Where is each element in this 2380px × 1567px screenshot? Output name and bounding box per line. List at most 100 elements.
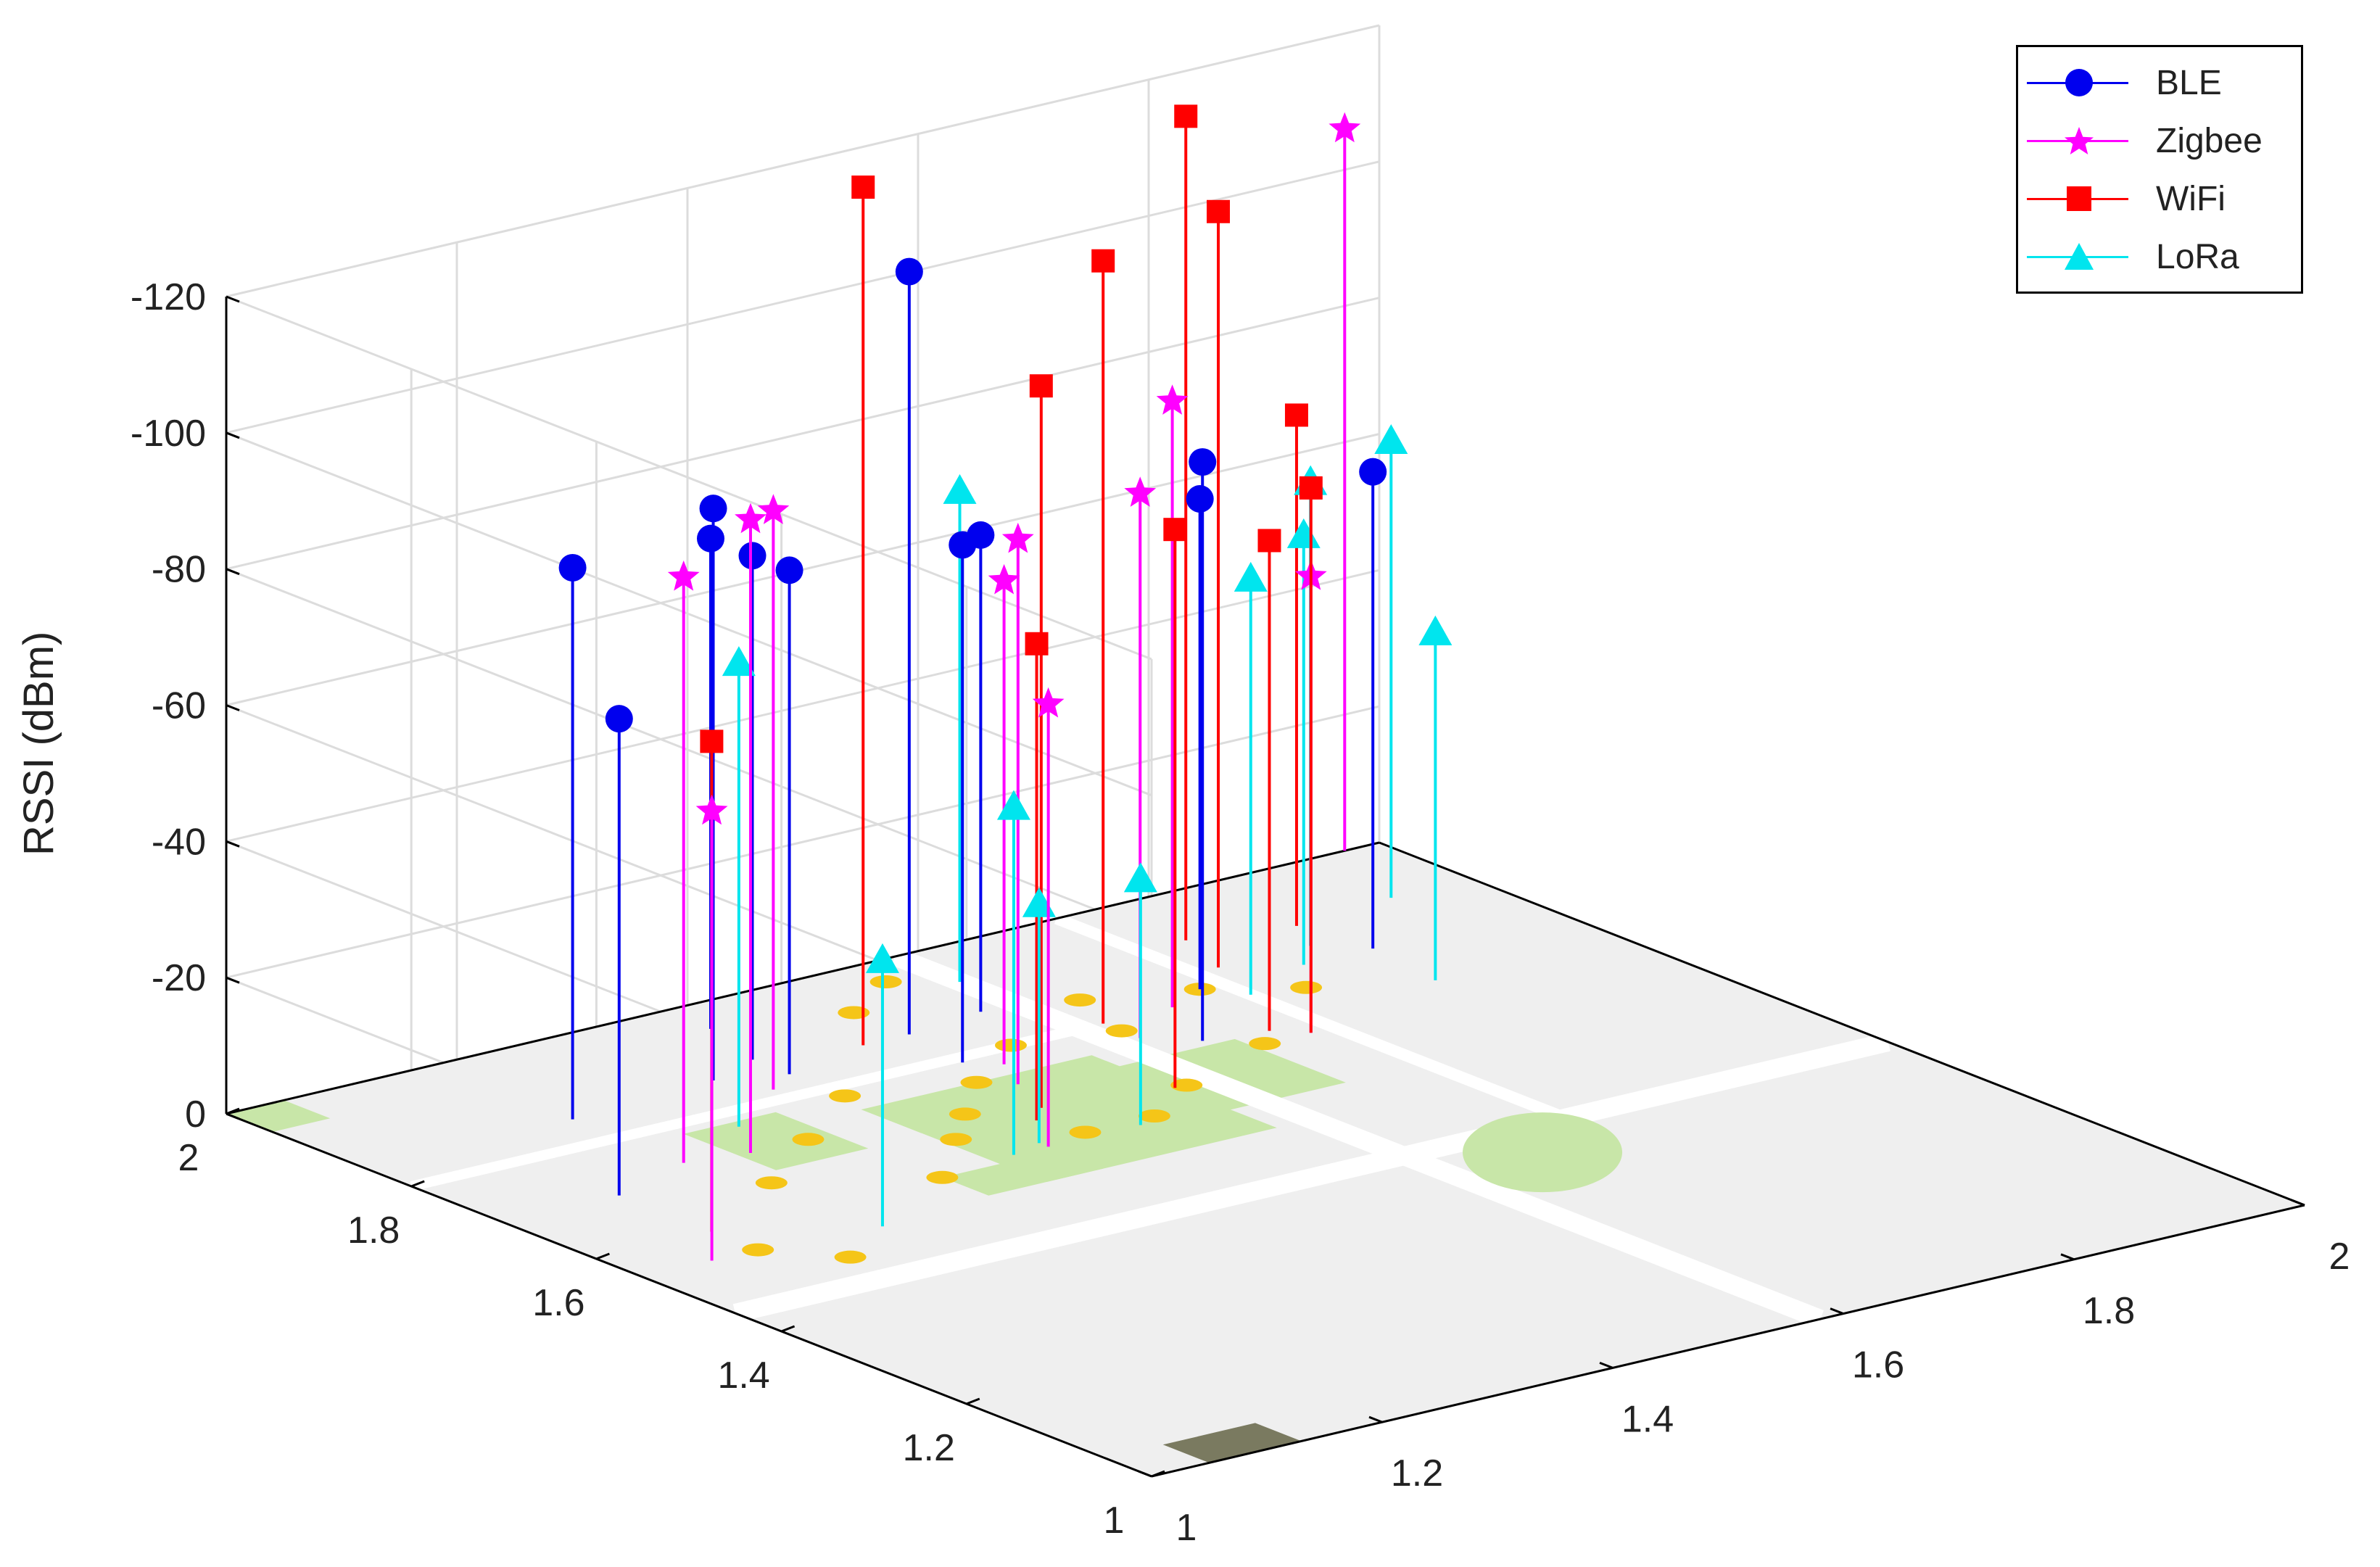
grid-line bbox=[226, 568, 1380, 843]
star-marker bbox=[1329, 112, 1361, 143]
green-area bbox=[942, 1150, 1104, 1196]
stem-wifi bbox=[851, 175, 875, 1046]
stem-wifi bbox=[1207, 199, 1230, 968]
z-tick-label: -80 bbox=[152, 549, 206, 591]
sensor-icon bbox=[995, 1038, 1027, 1052]
grid-line bbox=[226, 568, 1152, 933]
x-tick bbox=[1830, 1307, 1844, 1315]
z-tick-label: -120 bbox=[131, 276, 206, 318]
star-marker bbox=[1124, 476, 1157, 507]
sensor-icon bbox=[869, 975, 902, 989]
sensor-icon bbox=[926, 1170, 959, 1184]
circle-marker bbox=[1359, 458, 1387, 486]
circle-marker bbox=[967, 521, 995, 549]
square-marker bbox=[1029, 374, 1053, 398]
stem-zigbee bbox=[1329, 112, 1361, 851]
sensor-icon bbox=[742, 1243, 774, 1257]
stem-zigbee bbox=[695, 794, 728, 1261]
stem-ble bbox=[775, 556, 803, 1075]
square-marker bbox=[1174, 104, 1198, 128]
stem-lora bbox=[1234, 561, 1268, 995]
x-tick-label: 1.2 bbox=[1391, 1452, 1443, 1494]
y-tick-label: 1.2 bbox=[903, 1427, 955, 1469]
star-marker bbox=[1032, 687, 1065, 718]
road bbox=[732, 1033, 1891, 1323]
legend-item-lora: LoRa bbox=[2018, 228, 2305, 286]
sensor-icon bbox=[1170, 1078, 1203, 1092]
square-marker-icon bbox=[2067, 186, 2091, 211]
star-marker bbox=[667, 561, 700, 591]
z-tick bbox=[226, 1112, 240, 1120]
grid-line bbox=[226, 295, 1152, 661]
z-tick-label: -60 bbox=[152, 685, 206, 727]
square-marker bbox=[1207, 199, 1230, 223]
x-tick bbox=[1138, 1470, 1152, 1478]
stem-ble bbox=[1359, 458, 1387, 949]
y-tick bbox=[781, 1325, 796, 1333]
z-axis-label: RSSI (dBm) bbox=[15, 631, 62, 856]
legend-item-zigbee: Zigbee bbox=[2018, 112, 2305, 170]
circle-marker bbox=[1189, 448, 1217, 476]
legend-label-zigbee: Zigbee bbox=[2156, 122, 2263, 160]
data-stems bbox=[558, 104, 1453, 1261]
legend-label-lora: LoRa bbox=[2156, 238, 2239, 276]
y-tick-label: 1.4 bbox=[717, 1355, 769, 1397]
z-tick-label: 0 bbox=[185, 1093, 206, 1136]
sensor-icon bbox=[829, 1089, 861, 1103]
square-marker bbox=[1091, 249, 1115, 273]
star-marker bbox=[1156, 384, 1189, 415]
stem-wifi bbox=[1091, 249, 1115, 1024]
floor-right-edge bbox=[1379, 841, 2305, 1207]
triangle-marker bbox=[943, 474, 977, 504]
x-tick-label: 1 bbox=[1176, 1507, 1197, 1549]
grid-line bbox=[226, 160, 1380, 434]
circle-marker-icon bbox=[2065, 69, 2093, 96]
triangle-marker bbox=[1418, 615, 1453, 645]
star-marker bbox=[988, 563, 1020, 595]
triangle-marker bbox=[1234, 561, 1268, 592]
star-marker-icon bbox=[2065, 127, 2094, 154]
z-tick bbox=[226, 704, 240, 711]
sensor-icon bbox=[1069, 1125, 1102, 1139]
y-tick-label: 1 bbox=[1104, 1500, 1125, 1542]
x-tick bbox=[2291, 1199, 2305, 1207]
stem-ble bbox=[895, 257, 923, 1035]
stem-wifi bbox=[1029, 374, 1053, 1108]
square-marker bbox=[851, 175, 875, 199]
circle-marker bbox=[697, 524, 724, 553]
stem-ble bbox=[605, 705, 633, 1196]
z-tick-label: -100 bbox=[131, 413, 206, 455]
roundabout bbox=[1463, 1112, 1622, 1193]
triangle-marker bbox=[1286, 518, 1321, 548]
stem-lora bbox=[1123, 862, 1157, 1125]
z-tick-label: -40 bbox=[152, 821, 206, 863]
x-tick bbox=[2060, 1253, 2075, 1261]
grid-line bbox=[226, 24, 1380, 298]
x-tick bbox=[1368, 1415, 1383, 1423]
x-tick bbox=[1599, 1362, 1613, 1369]
grid-line bbox=[226, 297, 1380, 571]
circle-marker bbox=[558, 553, 587, 582]
stem-lora bbox=[865, 943, 899, 1227]
stem-wifi bbox=[1163, 518, 1187, 1088]
stem-zigbee bbox=[735, 503, 767, 1153]
sensor-icon bbox=[755, 1176, 788, 1190]
y-tick bbox=[966, 1397, 980, 1405]
square-marker bbox=[700, 729, 724, 753]
stem-zigbee bbox=[667, 561, 700, 1163]
circle-marker bbox=[895, 257, 923, 286]
legend-label-ble: BLE bbox=[2156, 64, 2222, 102]
circle-marker bbox=[699, 495, 727, 523]
stem-lora bbox=[1418, 615, 1453, 980]
stem-zigbee bbox=[757, 494, 790, 1090]
stem-wifi bbox=[1284, 403, 1308, 926]
legend-item-wifi: WiFi bbox=[2018, 170, 2305, 228]
star-marker bbox=[1001, 522, 1034, 553]
axes-lines bbox=[225, 295, 2305, 1478]
triangle-marker bbox=[722, 646, 756, 677]
stem-lora bbox=[996, 790, 1030, 1155]
y-tick bbox=[595, 1252, 610, 1260]
circle-marker bbox=[775, 556, 803, 584]
y-tick-label: 1.6 bbox=[532, 1282, 584, 1324]
stem-zigbee bbox=[1032, 687, 1065, 1147]
